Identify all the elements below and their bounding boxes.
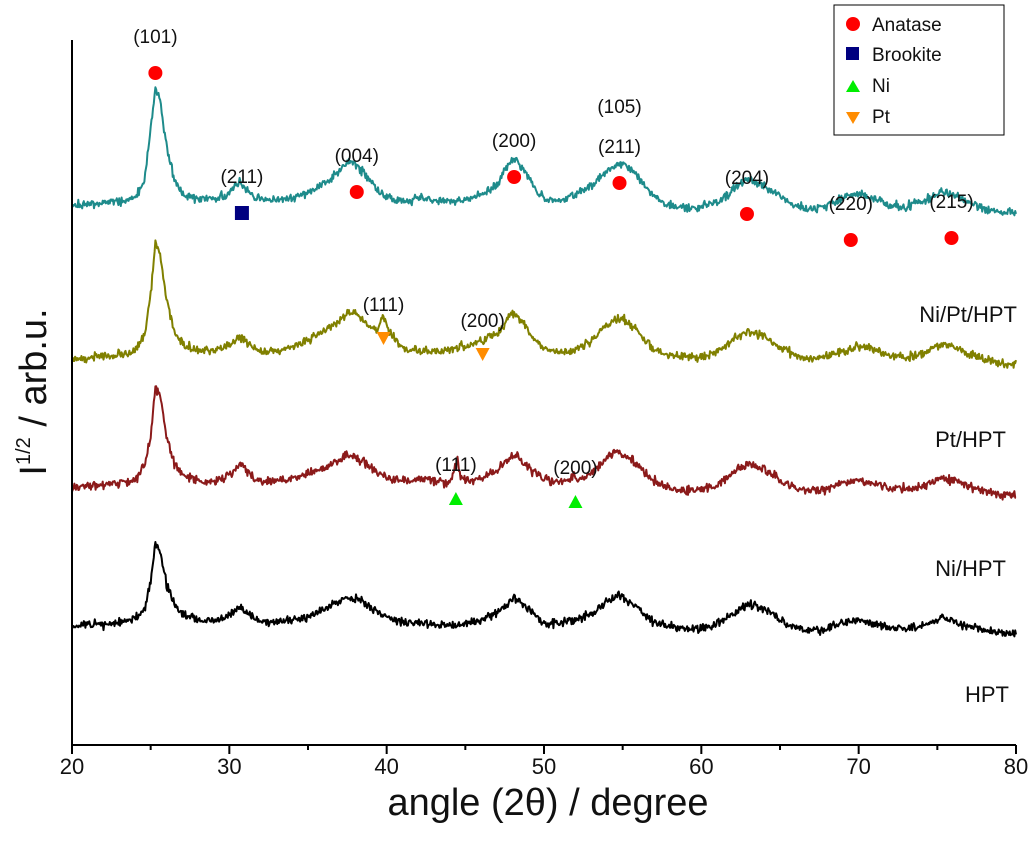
series-line-ni-pt-hpt bbox=[71, 86, 1017, 217]
peak-label-8: (111) bbox=[363, 295, 405, 316]
peak-label-5: (204) bbox=[725, 168, 769, 189]
peak-label-4-b: (211) bbox=[598, 137, 641, 158]
legend-brookite-marker bbox=[846, 47, 859, 60]
peak-label-2: (004) bbox=[335, 146, 379, 167]
peak-marker-circle-4 bbox=[612, 176, 627, 190]
peak-marker-triangle-down-8 bbox=[376, 332, 391, 345]
legend-ni-label: Ni bbox=[872, 76, 890, 97]
peak-label-7: (215) bbox=[929, 192, 973, 213]
y-axis-title-rest: / arb.u. bbox=[13, 308, 55, 437]
series-label-ni-hpt: Ni/HPT bbox=[935, 556, 1006, 581]
peak-marker-circle-3 bbox=[507, 170, 522, 184]
peak-marker-circle-5 bbox=[739, 207, 754, 221]
axes-group bbox=[71, 40, 1016, 746]
series-line-hpt bbox=[71, 541, 1017, 638]
peak-label-9: (200) bbox=[460, 311, 504, 332]
peak-marker-circle-6 bbox=[843, 233, 858, 247]
peak-marker-circle-0 bbox=[148, 66, 163, 80]
plot-series-group bbox=[71, 86, 1017, 638]
legend-anatase-marker bbox=[846, 17, 860, 31]
series-label-hpt: HPT bbox=[965, 682, 1009, 707]
peak-label-0: (101) bbox=[133, 27, 177, 48]
series-line-pt-hpt bbox=[71, 239, 1017, 369]
x-tick-label-80: 80 bbox=[1004, 754, 1028, 779]
peak-marker-triangle-down-9 bbox=[475, 348, 490, 361]
peak-marker-circle-7 bbox=[944, 231, 959, 245]
x-tick-label-40: 40 bbox=[374, 754, 398, 779]
peak-marker-triangle-up-11 bbox=[568, 495, 583, 508]
y-axis-title-base: I bbox=[13, 465, 55, 476]
x-tick-label-50: 50 bbox=[532, 754, 556, 779]
peak-label-11: (200) bbox=[553, 458, 597, 479]
series-label-group: Ni/Pt/HPT Pt/HPT Ni/HPT HPT bbox=[919, 302, 1017, 707]
legend: Anatase Brookite Ni Pt bbox=[833, 4, 1005, 136]
x-axis-title: angle (2θ) / degree bbox=[387, 782, 708, 824]
peak-label-3: (200) bbox=[492, 131, 536, 152]
legend-ni-marker bbox=[846, 80, 860, 92]
x-tick-label-70: 70 bbox=[846, 754, 870, 779]
x-tick-label-20: 20 bbox=[60, 754, 84, 779]
peak-marker-triangle-up-10 bbox=[448, 492, 463, 505]
peak-marker-circle-2 bbox=[349, 185, 364, 199]
x-tick-label-30: 30 bbox=[217, 754, 241, 779]
legend-pt-label: Pt bbox=[872, 107, 891, 128]
peak-label-6: (220) bbox=[829, 194, 873, 215]
y-axis-title-sup: 1/2 bbox=[13, 437, 35, 465]
series-label-pt-hpt: Pt/HPT bbox=[935, 427, 1006, 452]
peak-label-10: (111) bbox=[435, 455, 477, 476]
series-line-ni-hpt bbox=[71, 385, 1017, 501]
y-axis-title: I1/2 / arb.u. bbox=[13, 308, 55, 475]
peak-label-1: (211) bbox=[220, 167, 263, 188]
legend-box bbox=[833, 4, 1005, 136]
peak-label-4: (105) bbox=[597, 97, 641, 118]
peak-marker-group: (101) (211) (004) (200) (105) (211) (204) (220)… bbox=[133, 27, 974, 508]
legend-anatase-label: Anatase bbox=[872, 15, 942, 36]
x-tick-label-60: 60 bbox=[689, 754, 713, 779]
legend-pt-marker bbox=[846, 112, 860, 124]
legend-brookite-label: Brookite bbox=[872, 45, 942, 66]
peak-marker-square-1 bbox=[234, 206, 249, 220]
x-tick-group: 20 30 40 50 60 70 80 bbox=[60, 745, 1028, 779]
series-label-ni-pt-hpt: Ni/Pt/HPT bbox=[919, 302, 1017, 327]
